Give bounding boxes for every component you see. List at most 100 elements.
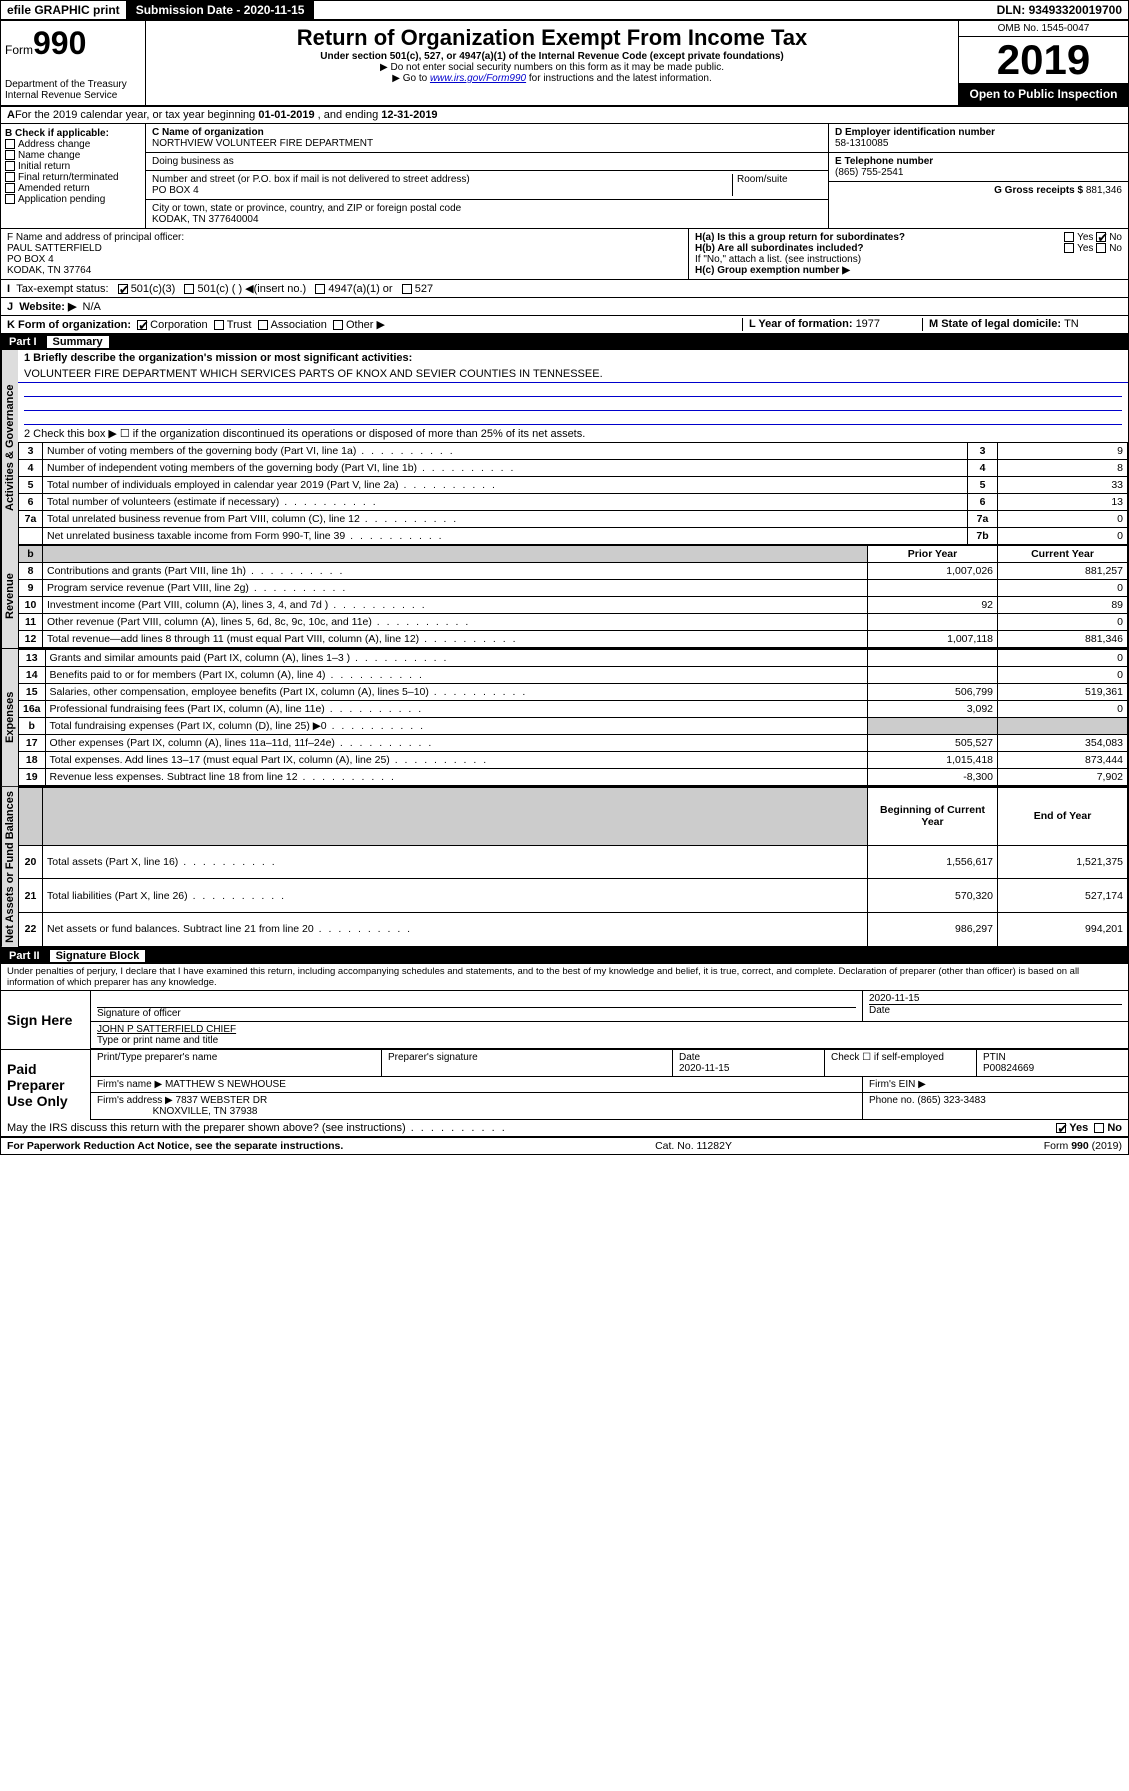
footer-mid: Cat. No. 11282Y <box>655 1140 732 1152</box>
box-i: I Tax-exempt status: 501(c)(3) 501(c) ( … <box>1 280 1128 298</box>
table-row: 8Contributions and grants (Part VIII, li… <box>19 563 1128 580</box>
line2: 2 Check this box ▶ ☐ if the organization… <box>18 425 1128 442</box>
sign-content: Signature of officer 2020-11-15 Date JOH… <box>91 991 1128 1049</box>
corp-check[interactable] <box>137 320 147 330</box>
address-cell: Number and street (or P.O. box if mail i… <box>146 171 828 200</box>
section-exp-label: Expenses <box>1 649 18 786</box>
table-row: 11Other revenue (Part VIII, column (A), … <box>19 614 1128 631</box>
summary-table-exp: 13Grants and similar amounts paid (Part … <box>18 649 1128 786</box>
netassets-section: Net Assets or Fund Balances Beginning of… <box>1 787 1128 948</box>
submission-date-btn[interactable]: Submission Date - 2020-11-15 <box>126 1 315 19</box>
revenue-section: Revenue bPrior YearCurrent Year 8Contrib… <box>1 545 1128 649</box>
527-check[interactable] <box>402 284 412 294</box>
section-net-label: Net Assets or Fund Balances <box>1 787 18 947</box>
dln-label: DLN: 93493320019700 <box>991 1 1128 19</box>
hb-yes-check[interactable] <box>1064 243 1074 253</box>
self-employed: Check ☐ if self-employed <box>825 1050 977 1076</box>
form-title: Return of Organization Exempt From Incom… <box>150 25 954 51</box>
preparer-date: Date2020-11-15 <box>673 1050 825 1076</box>
preparer-name-h: Print/Type preparer's name <box>91 1050 382 1076</box>
box-m: M State of legal domicile: TN <box>922 318 1122 331</box>
hb-no-check[interactable] <box>1096 243 1106 253</box>
open-public-label: Open to Public Inspection <box>959 83 1128 105</box>
box-c: C Name of organization NORTHVIEW VOLUNTE… <box>146 124 828 228</box>
501c3-check[interactable] <box>118 284 128 294</box>
table-row: 6Total number of volunteers (estimate if… <box>19 494 1128 511</box>
assoc-check[interactable] <box>258 320 268 330</box>
table-row: 12Total revenue—add lines 8 through 11 (… <box>19 631 1128 648</box>
table-row: 3Number of voting members of the governi… <box>19 443 1128 460</box>
check-final-return[interactable]: Final return/terminated <box>5 172 141 183</box>
line1-label: 1 Briefly describe the organization's mi… <box>18 350 1128 366</box>
discuss-yes[interactable] <box>1056 1123 1066 1133</box>
summary-table-net: Beginning of Current YearEnd of Year 20T… <box>18 787 1128 947</box>
subtitle-3: ▶ Go to www.irs.gov/Form990 for instruct… <box>150 73 954 84</box>
header-right: OMB No. 1545-0047 2019 Open to Public In… <box>958 21 1128 105</box>
other-check[interactable] <box>333 320 343 330</box>
4947-check[interactable] <box>315 284 325 294</box>
paid-preparer-block: Paid Preparer Use Only Print/Type prepar… <box>1 1049 1128 1120</box>
form-990-page: efile GRAPHIC print Submission Date - 20… <box>0 0 1129 1155</box>
h-c-row: H(c) Group exemption number ▶ <box>695 265 1122 276</box>
check-application-pending[interactable]: Application pending <box>5 194 141 205</box>
line1-value: VOLUNTEER FIRE DEPARTMENT WHICH SERVICES… <box>18 366 1128 383</box>
org-name: NORTHVIEW VOLUNTEER FIRE DEPARTMENT <box>152 138 822 149</box>
expenses-section: Expenses 13Grants and similar amounts pa… <box>1 649 1128 787</box>
blank-line <box>24 411 1122 425</box>
footer-right: Form 990 (2019) <box>1044 1140 1122 1152</box>
part-ii-header: Part II Signature Block <box>1 948 1128 964</box>
501c-check[interactable] <box>184 284 194 294</box>
header-center: Return of Organization Exempt From Incom… <box>146 21 958 105</box>
org-name-cell: C Name of organization NORTHVIEW VOLUNTE… <box>146 124 828 153</box>
trust-check[interactable] <box>214 320 224 330</box>
ein-cell: D Employer identification number 58-1310… <box>829 124 1128 153</box>
box-b-title: B Check if applicable: <box>5 128 141 139</box>
instructions-link[interactable]: www.irs.gov/Form990 <box>430 73 526 84</box>
subtitle-1: Under section 501(c), 527, or 4947(a)(1)… <box>150 51 954 62</box>
department-label: Department of the Treasury Internal Reve… <box>5 79 141 101</box>
dba-cell: Doing business as <box>146 153 828 171</box>
address-line: PO BOX 4 <box>152 185 732 196</box>
table-row: 19Revenue less expenses. Subtract line 1… <box>19 769 1128 786</box>
check-amended[interactable]: Amended return <box>5 183 141 194</box>
ha-no-check[interactable] <box>1096 232 1106 242</box>
table-row: bTotal fundraising expenses (Part IX, co… <box>19 718 1128 735</box>
check-address-change[interactable]: Address change <box>5 139 141 150</box>
officer-sig: Signature of officer <box>91 991 863 1021</box>
h-a-row: H(a) Is this a group return for subordin… <box>695 232 1122 243</box>
table-row: 15Salaries, other compensation, employee… <box>19 684 1128 701</box>
table-row: 9Program service revenue (Part VIII, lin… <box>19 580 1128 597</box>
check-initial-return[interactable]: Initial return <box>5 161 141 172</box>
summary-section: Activities & Governance 1 Briefly descri… <box>1 350 1128 545</box>
ha-yes-check[interactable] <box>1064 232 1074 242</box>
box-h: H(a) Is this a group return for subordin… <box>688 229 1128 279</box>
box-k: K Form of organization: Corporation Trus… <box>7 318 742 331</box>
phone-cell: E Telephone number (865) 755-2541 <box>829 153 1128 182</box>
section-rev-label: Revenue <box>1 545 18 648</box>
part-i-header: Part I Summary <box>1 334 1128 350</box>
table-row: 14Benefits paid to or for members (Part … <box>19 667 1128 684</box>
table-row: Net unrelated business taxable income fr… <box>19 528 1128 545</box>
ptin-cell: PTINP00824669 <box>977 1050 1128 1076</box>
gross-receipts-cell: G Gross receipts $ 881,346 <box>829 182 1128 199</box>
firm-name: Firm's name ▶ MATTHEW S NEWHOUSE <box>91 1077 863 1092</box>
paid-preparer-label: Paid Preparer Use Only <box>1 1050 91 1120</box>
table-row: 21Total liabilities (Part X, line 26)570… <box>19 879 1128 913</box>
check-name-change[interactable]: Name change <box>5 150 141 161</box>
firm-phone: Phone no. (865) 323-3483 <box>863 1093 1128 1119</box>
footer-left: For Paperwork Reduction Act Notice, see … <box>7 1140 343 1152</box>
blank-line <box>24 397 1122 411</box>
firm-address: Firm's address ▶ 7837 WEBSTER DR KNOXVIL… <box>91 1093 863 1119</box>
discuss-no[interactable] <box>1094 1123 1104 1133</box>
box-k-l-m: K Form of organization: Corporation Trus… <box>1 316 1128 334</box>
discuss-row: May the IRS discuss this return with the… <box>1 1120 1128 1137</box>
efile-label: efile GRAPHIC print <box>1 1 126 19</box>
box-b: B Check if applicable: Address change Na… <box>1 124 146 228</box>
table-row: 10Investment income (Part VIII, column (… <box>19 597 1128 614</box>
header-left: Form990 Department of the Treasury Inter… <box>1 21 146 105</box>
form-header: Form990 Department of the Treasury Inter… <box>1 21 1128 107</box>
penalty-statement: Under penalties of perjury, I declare th… <box>1 964 1128 990</box>
table-row: 20Total assets (Part X, line 16)1,556,61… <box>19 845 1128 879</box>
phone-value: (865) 755-2541 <box>835 167 1122 178</box>
summary-table-top: 3Number of voting members of the governi… <box>18 442 1128 545</box>
